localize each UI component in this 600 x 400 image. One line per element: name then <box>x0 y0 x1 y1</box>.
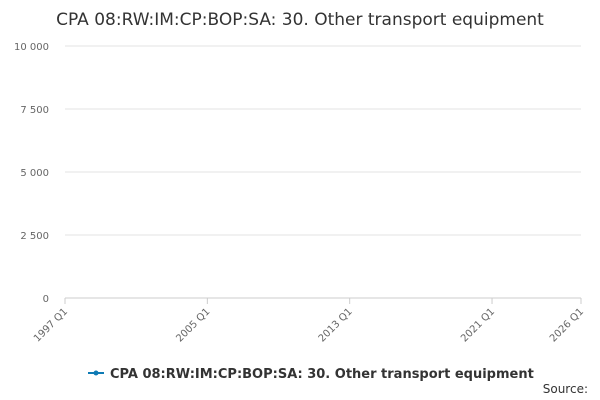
x-tick-label: 2013 Q1 <box>317 306 355 344</box>
chart-title: CPA 08:RW:IM:CP:BOP:SA: 30. Other transp… <box>56 10 544 30</box>
y-tick-label: 0 <box>43 294 49 305</box>
legend-label: CPA 08:RW:IM:CP:BOP:SA: 30. Other transp… <box>110 367 534 382</box>
source: Source: <box>543 382 588 396</box>
x-tick-label: 2026 Q1 <box>548 306 586 344</box>
x-tick-label: 1997 Q1 <box>32 306 70 344</box>
x-tick-label: 2005 Q1 <box>174 306 212 344</box>
y-tick-label: 10 000 <box>14 42 49 53</box>
x-tick-label: 2021 Q1 <box>459 306 497 344</box>
y-tick-label: 5 000 <box>20 168 49 179</box>
legend-marker <box>93 370 99 376</box>
y-tick-label: 7 500 <box>20 105 49 116</box>
y-tick-label: 2 500 <box>20 231 49 242</box>
